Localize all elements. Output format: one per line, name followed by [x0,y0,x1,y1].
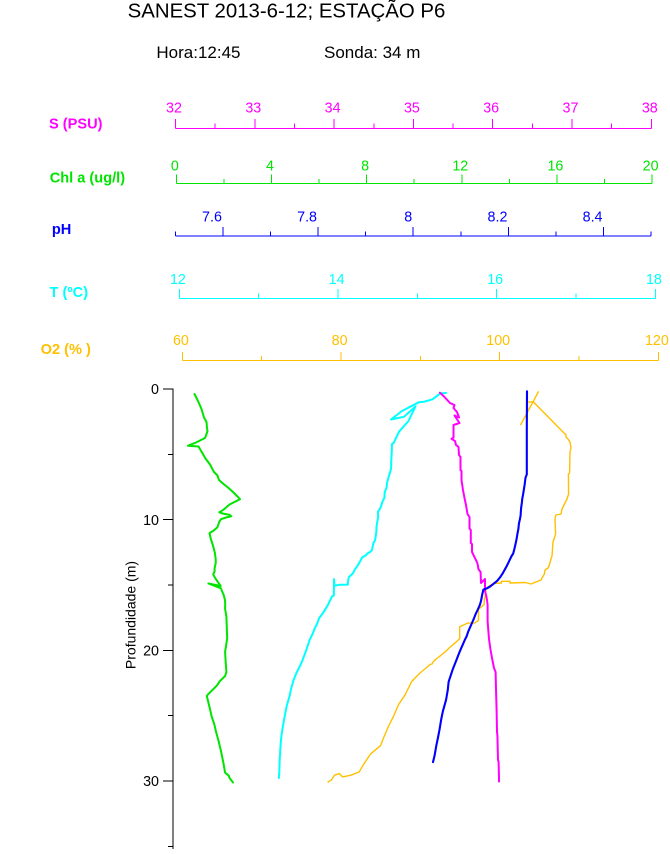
svg-text:120: 120 [645,333,669,349]
svg-text:Chl a (ug/l): Chl a (ug/l) [50,170,126,186]
svg-text:SANEST 2013-6-12; ESTAÇÃO P6: SANEST 2013-6-12; ESTAÇÃO P6 [128,0,446,23]
svg-text:60: 60 [173,333,189,349]
svg-text:18: 18 [646,272,662,288]
svg-text:pH: pH [52,222,71,238]
svg-text:80: 80 [332,333,348,349]
svg-text:8: 8 [404,209,412,225]
svg-text:O2 (% ): O2 (% ) [41,342,91,358]
svg-text:38: 38 [642,100,658,116]
svg-text:30: 30 [143,774,159,790]
svg-text:Profundidade (m): Profundidade (m) [123,561,139,669]
svg-text:20: 20 [143,644,159,660]
svg-text:34: 34 [325,100,341,116]
svg-text:8: 8 [361,158,369,174]
svg-text:37: 37 [563,100,579,116]
svg-text:8.2: 8.2 [488,209,508,225]
svg-text:10: 10 [143,513,159,529]
svg-text:12: 12 [452,158,468,174]
svg-text:35: 35 [404,100,420,116]
svg-text:16: 16 [487,272,503,288]
svg-text:14: 14 [329,272,345,288]
svg-text:7.8: 7.8 [297,209,317,225]
svg-text:16: 16 [547,158,563,174]
svg-text:0: 0 [151,382,159,398]
svg-text:8.4: 8.4 [583,209,603,225]
svg-text:33: 33 [245,100,261,116]
svg-text:12: 12 [170,272,186,288]
svg-text:7.6: 7.6 [202,209,222,225]
svg-text:100: 100 [486,333,510,349]
svg-text:36: 36 [483,100,499,116]
svg-text:20: 20 [643,158,659,174]
svg-text:T (ºC): T (ºC) [50,285,89,301]
svg-text:Hora:12:45: Hora:12:45 [156,43,240,62]
svg-text:32: 32 [166,100,182,116]
svg-text:S (PSU): S (PSU) [49,117,103,133]
svg-text:4: 4 [266,158,274,174]
svg-text:0: 0 [171,158,179,174]
svg-text:Sonda: 34 m: Sonda: 34 m [324,43,420,62]
